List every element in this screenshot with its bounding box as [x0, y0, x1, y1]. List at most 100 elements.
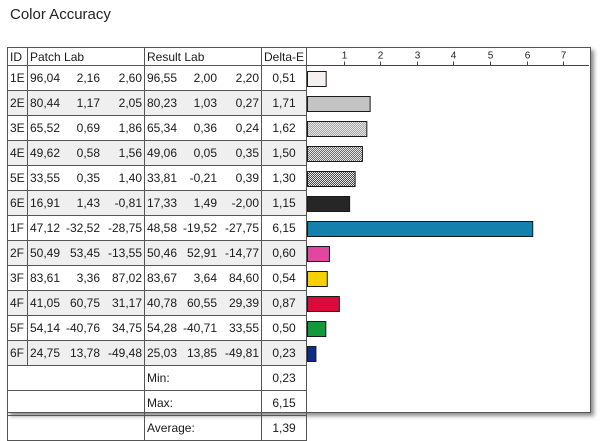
result-lab-value: 3,64	[193, 271, 217, 285]
patch-lab-value: 1,56	[118, 146, 142, 160]
result-lab-value: 83,67	[146, 271, 177, 285]
patch-lab-value: 1,86	[118, 121, 142, 135]
patch-lab-value: -28,75	[107, 221, 142, 235]
summary-row: Max: 6,15	[7, 390, 307, 416]
result-lab-value: 0,39	[235, 171, 259, 185]
x-tick-label: 3	[415, 51, 421, 62]
summary-row: Min: 0,23	[7, 365, 307, 391]
result-lab-value: 49,06	[146, 146, 177, 160]
patch-lab-value: -32,52	[65, 221, 100, 235]
patch-lab-cell: 47,12 -32,52 -28,75	[27, 215, 145, 241]
result-lab-value: 80,23	[146, 96, 177, 110]
patch-lab-value: 16,91	[29, 196, 60, 210]
table-row: 1F 47,12 -32,52 -28,75 48,58 -19,52 -27,75 6,15	[7, 215, 307, 241]
x-tick-label: 2	[378, 51, 384, 62]
patch-lab-value: 13,78	[69, 346, 100, 360]
x-tick-label: 7	[561, 51, 567, 62]
result-lab-value: 17,33	[146, 196, 177, 210]
patch-lab-value: 1,17	[76, 96, 100, 110]
result-lab-value: 65,34	[146, 121, 177, 135]
table-row: 4F 41,05 60,75 31,17 40,78 60,55 29,39 0,87	[7, 290, 307, 316]
result-lab-value: 0,05	[193, 146, 217, 160]
result-lab-value: 2,20	[235, 71, 259, 85]
patch-lab-cell: 24,75 13,78 -49,48	[27, 340, 145, 366]
patch-lab-value: 0,35	[76, 171, 100, 185]
patch-lab-cell: 41,05 60,75 31,17	[27, 290, 145, 316]
patch-lab-value: 80,44	[29, 96, 60, 110]
result-lab-cell: 80,23 1,03 0,27	[144, 90, 262, 116]
patch-lab-value: 41,05	[29, 296, 60, 310]
result-lab-cell: 50,46 52,91 -14,77	[144, 240, 262, 266]
patch-lab-value: 1,40	[118, 171, 142, 185]
x-tick-label: 5	[488, 51, 494, 62]
patch-lab-value: 49,62	[29, 146, 60, 160]
patch-lab-value: 87,02	[111, 271, 142, 285]
patch-lab-value: 2,60	[118, 71, 142, 85]
result-lab-value: 33,55	[228, 321, 259, 335]
bar-1F	[307, 221, 534, 237]
bar-6F	[307, 346, 317, 362]
summary-value: 6,15	[261, 390, 307, 416]
result-lab-cell: 48,58 -19,52 -27,75	[144, 215, 262, 241]
result-lab-value: -2,00	[231, 196, 259, 210]
patch-lab-cell: 49,62 0,58 1,56	[27, 140, 145, 166]
page-title: Color Accuracy	[10, 6, 111, 23]
delta-e-value: 0,51	[261, 65, 307, 91]
result-lab-value: -27,75	[224, 221, 259, 235]
bar-3F	[307, 271, 328, 287]
result-lab-value: 60,55	[186, 296, 217, 310]
result-lab-value: -0,21	[189, 171, 217, 185]
delta-e-value: 1,62	[261, 115, 307, 141]
table-header-row: ID Patch Lab Result Lab Delta-E	[7, 47, 307, 66]
x-tick-label: 6	[525, 51, 531, 62]
x-tick-label: 4	[451, 51, 457, 62]
result-lab-value: 29,39	[228, 296, 259, 310]
result-lab-value: 2,00	[193, 71, 217, 85]
bar-4E	[307, 146, 363, 162]
delta-e-value: 0,60	[261, 240, 307, 266]
bar-5F	[307, 321, 327, 337]
bar-6E	[307, 196, 351, 212]
patch-lab-value: 3,36	[76, 271, 100, 285]
patch-lab-value: 60,75	[69, 296, 100, 310]
patch-lab-value: -13,55	[107, 246, 142, 260]
table-row: 6E 16,91 1,43 -0,81 17,33 1,49 -2,00 1,15	[7, 190, 307, 216]
table-row: 2F 50,49 53,45 -13,55 50,46 52,91 -14,77 0,60	[7, 240, 307, 266]
delta-e-value: 0,87	[261, 290, 307, 316]
patch-lab-value: 0,58	[76, 146, 100, 160]
result-lab-value: 54,28	[146, 321, 177, 335]
patch-lab-value: 53,45	[69, 246, 100, 260]
patch-lab-cell: 16,91 1,43 -0,81	[27, 190, 145, 216]
patch-lab-value: 47,12	[29, 221, 60, 235]
header-delta-e: Delta-E	[261, 47, 307, 66]
patch-lab-value: 65,52	[29, 121, 60, 135]
patch-lab-value: 33,55	[29, 171, 60, 185]
result-lab-cell: 40,78 60,55 29,39	[144, 290, 262, 316]
header-id: ID	[7, 47, 28, 66]
result-lab-value: 0,36	[193, 121, 217, 135]
row-id: 1E	[7, 65, 28, 91]
delta-e-value: 6,15	[261, 215, 307, 241]
result-lab-value: 0,24	[235, 121, 259, 135]
delta-e-value: 0,50	[261, 315, 307, 341]
result-lab-cell: 96,55 2,00 2,20	[144, 65, 262, 91]
bar-5E	[307, 171, 356, 187]
patch-lab-value: 96,04	[29, 71, 60, 85]
result-lab-value: 52,91	[186, 246, 217, 260]
table-row: 3E 65,52 0,69 1,86 65,34 0,36 0,24 1,62	[7, 115, 307, 141]
result-lab-value: 1,03	[193, 96, 217, 110]
delta-e-value: 1,50	[261, 140, 307, 166]
color-accuracy-table: ID Patch Lab Result Lab Delta-E 1E 96,04 2,16 2…	[7, 47, 307, 441]
bar-3E	[307, 121, 368, 137]
patch-lab-value: 34,75	[111, 321, 142, 335]
result-lab-value: 40,78	[146, 296, 177, 310]
table-row: 2E 80,44 1,17 2,05 80,23 1,03 0,27 1,71	[7, 90, 307, 116]
delta-e-value: 0,54	[261, 265, 307, 291]
summary-label: Max:	[144, 390, 262, 416]
patch-lab-value: 54,14	[29, 321, 60, 335]
patch-lab-cell: 65,52 0,69 1,86	[27, 115, 145, 141]
bar-2F	[307, 246, 330, 262]
x-tick-label: 1	[342, 51, 348, 62]
delta-e-value: 1,15	[261, 190, 307, 216]
